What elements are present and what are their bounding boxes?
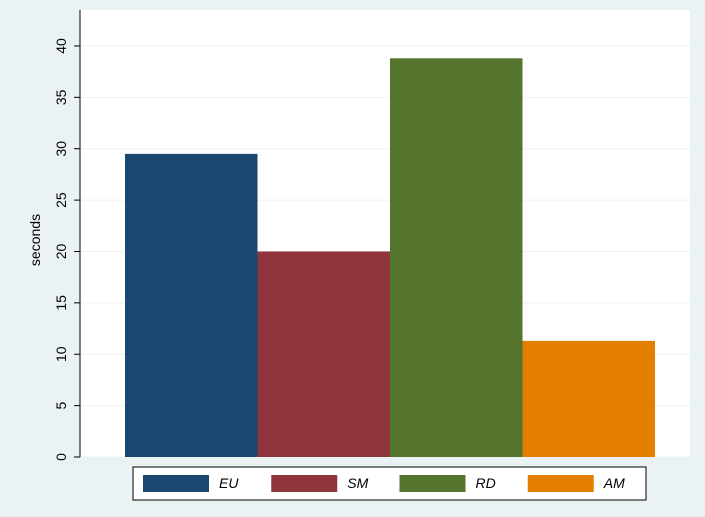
legend-swatch (527, 475, 594, 492)
y-tick-label: 0 (53, 453, 69, 461)
y-axis-title: seconds (27, 214, 43, 266)
legend-label: AM (603, 475, 625, 491)
legend-swatch (271, 475, 338, 492)
bar (257, 251, 390, 457)
y-tick-label: 10 (53, 346, 69, 362)
legend-label: EU (219, 475, 239, 491)
y-tick-label: 30 (53, 141, 69, 157)
y-tick-label: 40 (53, 38, 69, 54)
legend-swatch (143, 475, 209, 492)
y-tick-label: 15 (53, 295, 69, 311)
y-tick-label: 25 (53, 192, 69, 208)
bar (390, 58, 523, 458)
y-tick-label: 5 (53, 402, 69, 410)
bar (125, 153, 258, 458)
y-tick-label: 20 (53, 243, 69, 259)
legend-swatch (399, 475, 466, 492)
legend-label: SM (347, 475, 368, 491)
y-tick-label: 35 (53, 89, 69, 105)
legend-label: RD (476, 475, 496, 491)
bar (522, 340, 655, 457)
